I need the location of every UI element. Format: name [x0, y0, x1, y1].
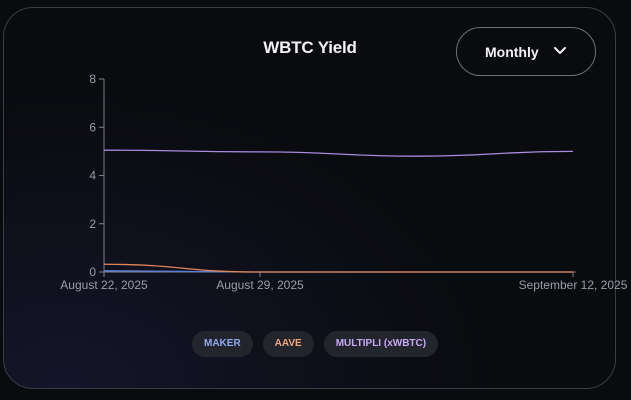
chart-legend: MAKER AAVE MULTIPLI (xWBTC)	[192, 331, 439, 357]
y-tick-label: 4	[89, 169, 96, 183]
legend-chip-maker[interactable]: MAKER	[192, 331, 253, 357]
y-tick-label: 2	[89, 217, 96, 231]
yield-card	[3, 7, 616, 389]
series-line-aave	[103, 263, 573, 273]
period-dropdown-button[interactable]: Monthly	[456, 27, 596, 76]
legend-chip-aave[interactable]: AAVE	[262, 331, 314, 357]
y-tick-label: 6	[89, 120, 96, 134]
x-tick-label: August 29, 2025	[216, 278, 304, 292]
y-tick-label: 8	[89, 72, 96, 86]
series-line-multipli	[103, 149, 574, 157]
period-label: Monthly	[485, 44, 539, 60]
chevron-down-icon	[554, 47, 566, 54]
chart-title: WBTC Yield	[263, 38, 357, 57]
y-tick-label: 0	[89, 265, 96, 279]
x-tick-label: August 22, 2025	[60, 278, 148, 292]
x-tick-label: September 12, 2025	[519, 278, 628, 292]
legend-chip-multipli[interactable]: MULTIPLI (xWBTC)	[323, 331, 439, 357]
